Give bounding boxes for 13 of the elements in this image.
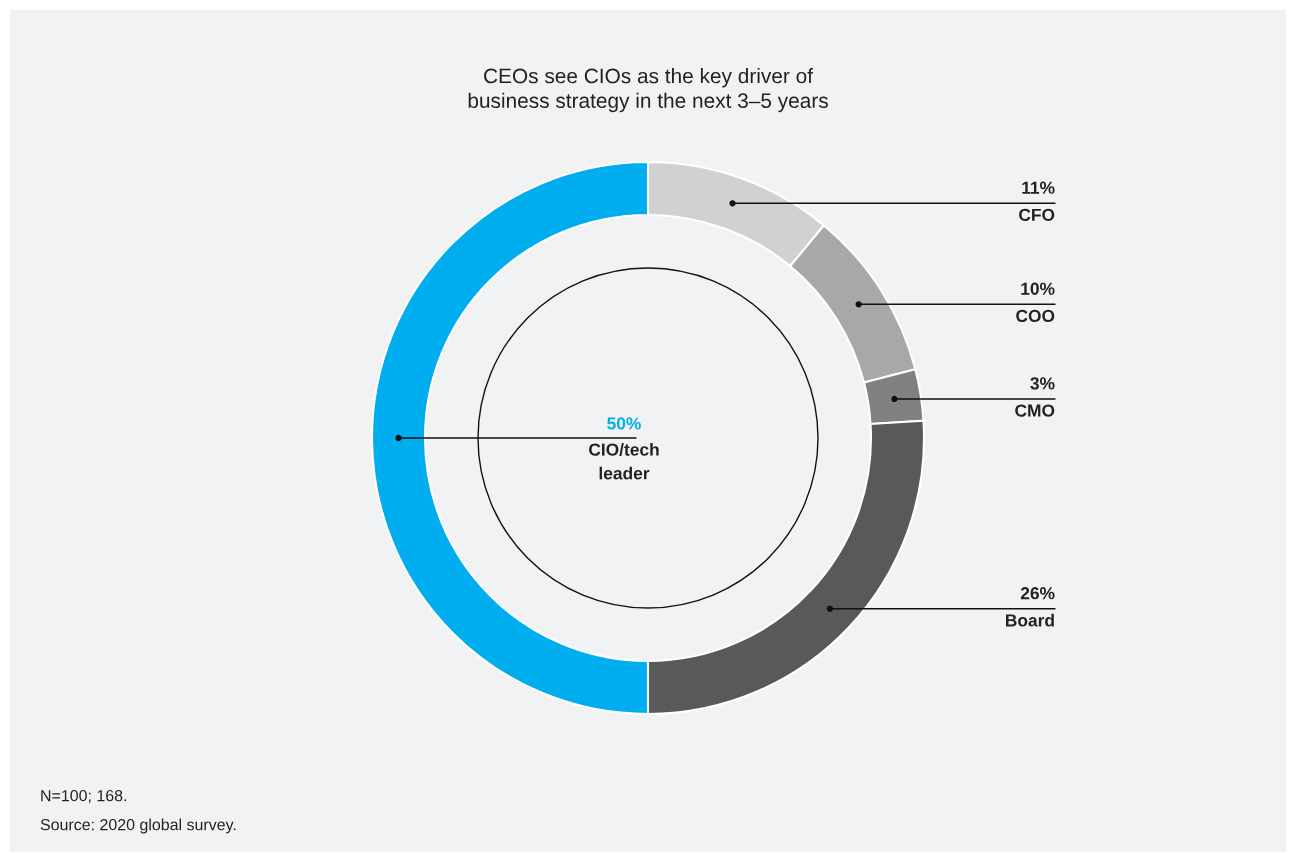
text: N=100; 168. <box>41 789 127 804</box>
data-label: 11% <box>1022 181 1055 194</box>
data-label: 3% <box>1030 377 1055 390</box>
slice-label: CIO/tech leader <box>589 443 659 480</box>
slice-label: COO <box>1016 309 1055 323</box>
slice-label: CFO <box>1019 208 1055 221</box>
data-label: 26% <box>1020 587 1055 600</box>
source-note: Source: 2020 global survey. <box>40 818 236 834</box>
slice-label: CMO <box>1015 404 1055 417</box>
data-label: 10% <box>1021 282 1055 295</box>
slice-label: Board <box>1006 613 1054 627</box>
data-label: 50% <box>607 417 641 430</box>
chart-title: CEOs see CIOs as the key driver of business strategy in the next 3–5 years <box>468 68 828 113</box>
